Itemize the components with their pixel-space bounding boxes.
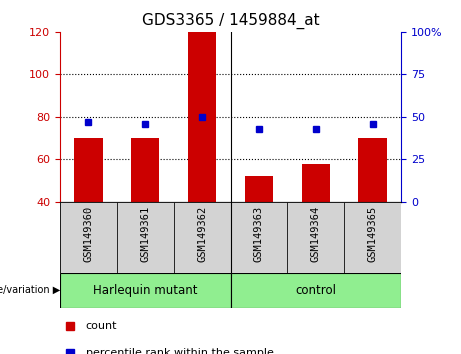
Text: genotype/variation ▶: genotype/variation ▶ bbox=[0, 285, 60, 295]
Bar bbox=[230, 273, 401, 308]
Bar bbox=[188, 32, 216, 202]
Text: GSM149363: GSM149363 bbox=[254, 205, 264, 262]
Bar bbox=[344, 202, 401, 273]
Bar bbox=[230, 202, 287, 273]
Bar bbox=[287, 202, 344, 273]
Text: GSM149364: GSM149364 bbox=[311, 205, 321, 262]
Text: count: count bbox=[85, 321, 117, 331]
Bar bbox=[60, 202, 117, 273]
Bar bbox=[117, 202, 174, 273]
Title: GDS3365 / 1459884_at: GDS3365 / 1459884_at bbox=[142, 13, 319, 29]
Bar bbox=[60, 273, 230, 308]
Bar bbox=[131, 138, 160, 202]
Bar bbox=[174, 202, 230, 273]
Bar bbox=[301, 164, 330, 202]
Text: GSM149361: GSM149361 bbox=[140, 205, 150, 262]
Text: GSM149365: GSM149365 bbox=[367, 205, 378, 262]
Bar bbox=[74, 138, 102, 202]
Text: GSM149362: GSM149362 bbox=[197, 205, 207, 262]
Text: percentile rank within the sample: percentile rank within the sample bbox=[85, 348, 273, 354]
Bar bbox=[245, 176, 273, 202]
Text: control: control bbox=[296, 284, 336, 297]
Text: Harlequin mutant: Harlequin mutant bbox=[93, 284, 197, 297]
Bar bbox=[358, 138, 387, 202]
Text: GSM149360: GSM149360 bbox=[83, 205, 94, 262]
